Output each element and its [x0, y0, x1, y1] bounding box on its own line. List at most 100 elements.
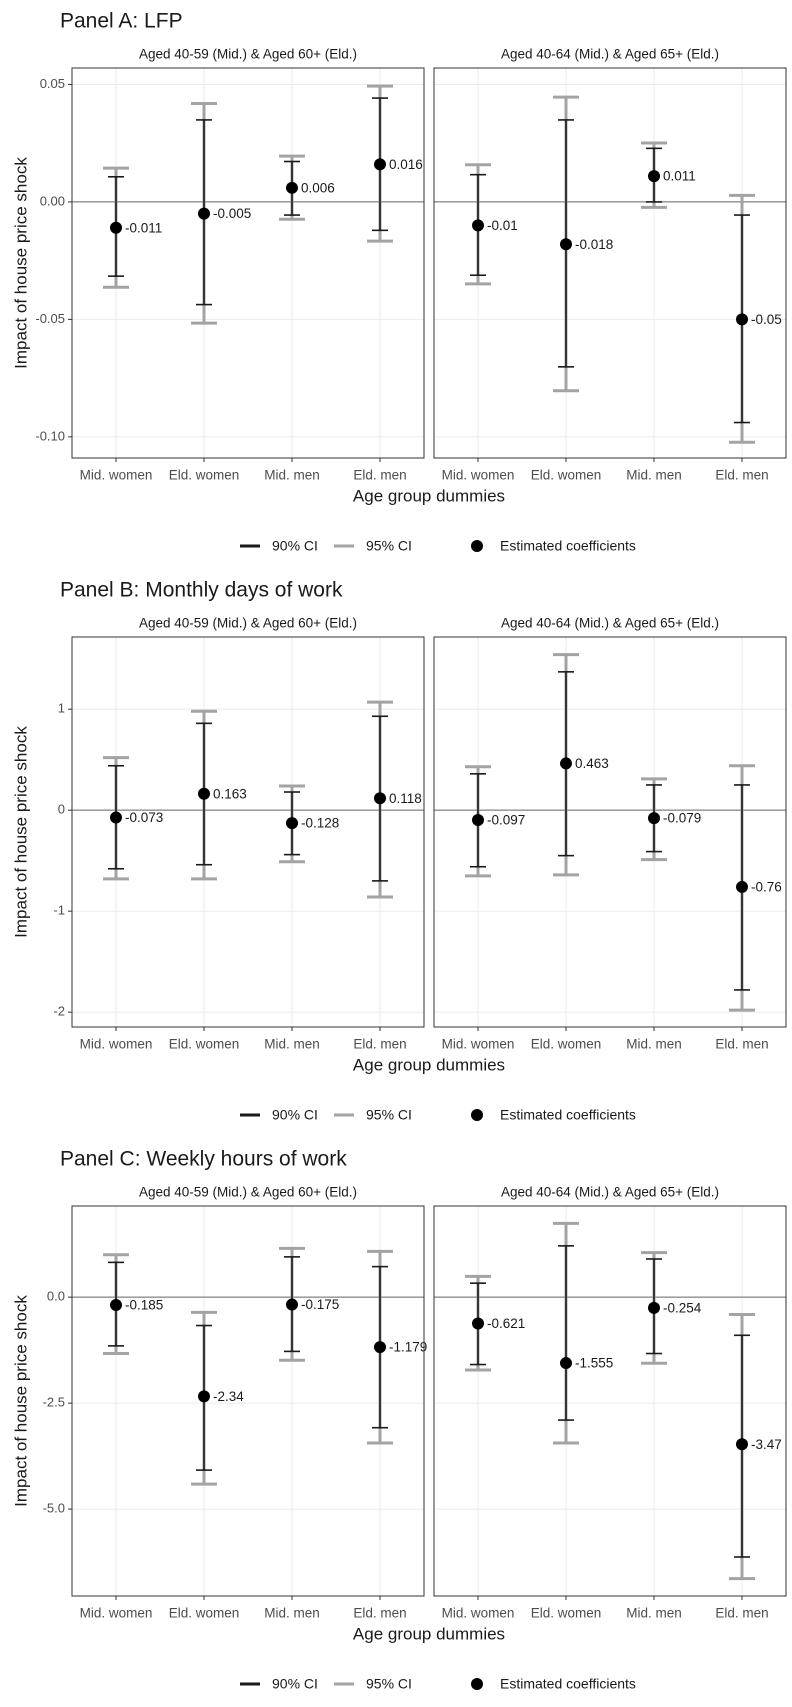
x-tick-label: Mid. women	[442, 468, 515, 483]
estimate-point	[374, 158, 386, 171]
x-tick-label: Mid. men	[264, 468, 320, 483]
value-label: -2.34	[213, 1389, 244, 1404]
panel-title: Panel A: LFP	[60, 10, 183, 33]
legend-label: Estimated coefficients	[500, 1107, 636, 1123]
facet-border	[71, 67, 425, 459]
y-tick-label: -0.10	[35, 428, 65, 443]
estimate-point	[110, 221, 122, 234]
value-label: -0.175	[301, 1297, 339, 1312]
x-tick-label: Mid. women	[80, 468, 153, 483]
estimate-point	[374, 1341, 386, 1354]
facet-strip-title: Aged 40-59 (Mid.) & Aged 60+ (Eld.)	[139, 1185, 357, 1200]
x-tick-label: Mid. men	[626, 468, 682, 483]
legend-label: 90% CI	[272, 538, 318, 554]
value-label: -0.079	[663, 811, 701, 826]
facet-border	[433, 636, 787, 1028]
y-axis-label: Impact of house price shock	[11, 157, 30, 369]
estimate-point	[736, 1438, 748, 1451]
x-tick-label: Eld. women	[531, 468, 602, 483]
x-tick-label: Eld. women	[531, 1606, 602, 1621]
estimate-point	[560, 238, 572, 251]
value-label: 0.463	[575, 756, 609, 771]
estimate-point	[286, 181, 298, 194]
estimate-point	[560, 757, 572, 770]
x-tick-label: Eld. women	[169, 468, 240, 483]
x-tick-label: Mid. women	[442, 1606, 515, 1621]
y-axis-label: Impact of house price shock	[11, 726, 30, 938]
estimate-point	[736, 313, 748, 326]
estimate-point	[110, 811, 122, 824]
estimate-point	[736, 880, 748, 893]
estimate-point	[286, 817, 298, 830]
x-tick-label: Eld. women	[169, 1037, 240, 1052]
y-tick-label: -5.0	[43, 1501, 65, 1516]
facet-strip-title: Aged 40-64 (Mid.) & Aged 65+ (Eld.)	[501, 1185, 719, 1200]
facet-strip-title: Aged 40-64 (Mid.) & Aged 65+ (Eld.)	[501, 616, 719, 631]
panel-title: Panel B: Monthly days of work	[60, 579, 343, 602]
legend-key-point	[471, 540, 483, 552]
x-tick-label: Mid. men	[264, 1037, 320, 1052]
x-tick-label: Eld. men	[353, 1606, 406, 1621]
x-axis-label: Age group dummies	[353, 1055, 505, 1074]
x-tick-label: Mid. women	[80, 1037, 153, 1052]
x-tick-label: Mid. women	[442, 1037, 515, 1052]
estimate-point	[374, 792, 386, 805]
facet-strip-title: Aged 40-64 (Mid.) & Aged 65+ (Eld.)	[501, 47, 719, 62]
x-tick-label: Mid. men	[264, 1606, 320, 1621]
facet-strip-title: Aged 40-59 (Mid.) & Aged 60+ (Eld.)	[139, 616, 357, 631]
x-tick-label: Mid. women	[80, 1606, 153, 1621]
estimate-point	[110, 1298, 122, 1311]
estimate-point	[648, 812, 660, 825]
estimate-point	[472, 1317, 484, 1330]
estimate-point	[472, 813, 484, 826]
facet-border	[71, 636, 425, 1028]
y-tick-label: -1	[53, 903, 65, 918]
estimate-point	[198, 1390, 210, 1403]
legend-key-point	[471, 1109, 483, 1121]
estimate-point	[560, 1357, 572, 1370]
value-label: 0.006	[301, 180, 335, 195]
x-tick-label: Eld. men	[715, 1037, 768, 1052]
value-label: -1.179	[389, 1340, 427, 1355]
value-label: -0.254	[663, 1300, 702, 1315]
value-label: -0.073	[125, 810, 163, 825]
facet-border	[433, 67, 787, 459]
x-tick-label: Mid. men	[626, 1606, 682, 1621]
value-label: 0.118	[389, 791, 422, 806]
value-label: -3.47	[751, 1437, 782, 1452]
x-tick-label: Eld. men	[715, 468, 768, 483]
y-tick-label: -2.5	[43, 1395, 65, 1410]
y-tick-label: 0.00	[40, 193, 65, 208]
estimate-point	[472, 219, 484, 232]
panel-title: Panel C: Weekly hours of work	[60, 1148, 347, 1171]
value-label: -0.097	[487, 813, 525, 828]
estimate-point	[286, 1298, 298, 1311]
value-label: -1.555	[575, 1356, 613, 1371]
facet-strip-title: Aged 40-59 (Mid.) & Aged 60+ (Eld.)	[139, 47, 357, 62]
value-label: -0.621	[487, 1316, 525, 1331]
x-tick-label: Eld. men	[353, 1037, 406, 1052]
x-tick-label: Eld. men	[715, 1606, 768, 1621]
estimate-point	[648, 1301, 660, 1314]
y-axis-label: Impact of house price shock	[11, 1295, 30, 1507]
value-label: -0.011	[125, 220, 162, 235]
legend-label: Estimated coefficients	[500, 1676, 636, 1692]
value-label: -0.76	[751, 879, 782, 894]
x-axis-label: Age group dummies	[353, 1624, 505, 1643]
x-tick-label: Eld. women	[169, 1606, 240, 1621]
x-tick-label: Eld. men	[353, 468, 406, 483]
y-tick-label: 1	[58, 701, 65, 716]
estimate-point	[648, 170, 660, 183]
x-tick-label: Mid. men	[626, 1037, 682, 1052]
facet-border	[71, 1205, 425, 1597]
legend-label: 90% CI	[272, 1107, 318, 1123]
legend-label: 95% CI	[366, 538, 412, 554]
legend-label: Estimated coefficients	[500, 538, 636, 554]
estimate-point	[198, 787, 210, 800]
legend-key-point	[471, 1678, 483, 1690]
facet-border	[433, 1205, 787, 1597]
value-label: 0.011	[663, 169, 696, 184]
legend-label: 95% CI	[366, 1676, 412, 1692]
value-label: -0.185	[125, 1298, 163, 1313]
